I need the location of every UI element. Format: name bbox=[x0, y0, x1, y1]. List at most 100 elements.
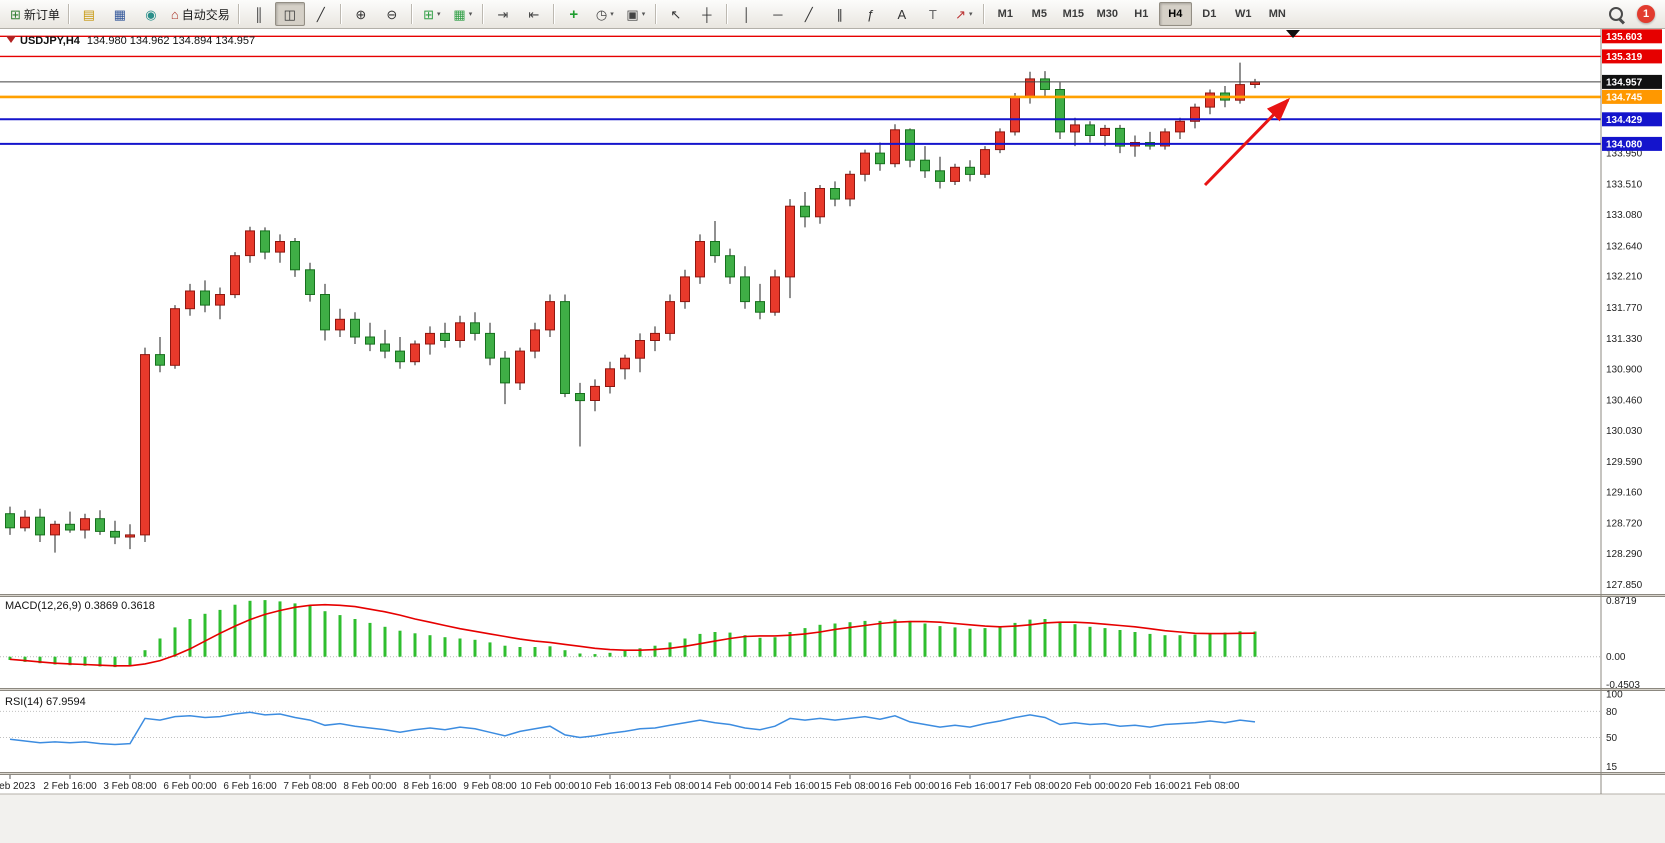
candlestick-series bbox=[5, 62, 1260, 553]
chart-profile-button[interactable]: ▤ bbox=[74, 2, 104, 26]
zoom-out-icon: ⊖ bbox=[386, 6, 398, 22]
timeframe-m5-button[interactable]: M5 bbox=[1023, 2, 1056, 26]
autotrading-button[interactable]: ⌂ 自动交易 bbox=[167, 2, 234, 26]
toolbar-separator bbox=[982, 4, 985, 24]
time-axis-separator[interactable] bbox=[0, 772, 1665, 775]
fibonacci-tool-button[interactable]: ƒ bbox=[856, 2, 886, 26]
trendline-tool-button[interactable]: ╱ bbox=[794, 2, 824, 26]
timeframe-h1-button-label: H1 bbox=[1134, 8, 1149, 20]
chart-shift-marker[interactable] bbox=[1286, 30, 1300, 38]
rsi-pane-separator[interactable] bbox=[0, 688, 1665, 691]
indicators-button[interactable]: + bbox=[559, 2, 589, 26]
profiles-button[interactable]: ▦ ▾ bbox=[448, 2, 478, 26]
macd-pane-separator[interactable] bbox=[0, 594, 1665, 597]
timeframe-h4-button[interactable]: H4 bbox=[1158, 2, 1192, 26]
bear-candle bbox=[755, 301, 765, 313]
bear-candle bbox=[905, 129, 915, 161]
periods-button[interactable]: ◷ ▾ bbox=[590, 2, 620, 26]
bars-icon: ║ bbox=[254, 6, 264, 22]
zoom-in-button[interactable]: ⊕ bbox=[346, 2, 376, 26]
bull-candle bbox=[950, 166, 960, 182]
time-axis-label: 16 Feb 00:00 bbox=[881, 781, 940, 792]
timeframe-m1-button[interactable]: M1 bbox=[989, 2, 1022, 26]
market-watch-button[interactable]: ▦ bbox=[105, 2, 135, 26]
bull-candle bbox=[590, 385, 600, 401]
main-toolbar: ⊞ 新订单 ▤ ▦ ◉ ⌂ 自动交易 ║ ◫ ╱ ⊕ ⊖ ⊞ ▾ ▦ ▾ ⇥ ⇤ + ◷ ▾ ▣ ▾ ↖ ┼ │ ─ ╱ ∥ ƒ A T ↗ ▾ M… bbox=[0, 0, 1665, 29]
crosshair-tool-button[interactable]: ┼ bbox=[692, 2, 722, 26]
new-order-button[interactable]: ⊞ 新订单 bbox=[6, 2, 64, 26]
price-axis-label: 129.590 bbox=[1606, 457, 1643, 468]
dropdown-arrow-icon: ▾ bbox=[641, 11, 646, 18]
zoom-out-button[interactable]: ⊖ bbox=[377, 2, 407, 26]
macd-scale-bottom: -0.4503 bbox=[1606, 680, 1640, 691]
price-tag-current bbox=[1602, 74, 1662, 89]
timeframe-w1-button-label: W1 bbox=[1235, 8, 1252, 20]
time-axis-label: 8 Feb 16:00 bbox=[403, 781, 457, 792]
bull-candle bbox=[245, 230, 255, 257]
bear-candle bbox=[380, 343, 390, 352]
bull-candle bbox=[140, 354, 150, 536]
toolbar-separator bbox=[725, 4, 728, 24]
chart-area[interactable]: USDJPY,H4 134.980 134.962 134.894 134.957… bbox=[0, 28, 1665, 843]
bear-candle bbox=[470, 322, 480, 334]
cursor-tool-button[interactable]: ↖ bbox=[661, 2, 691, 26]
price-axis-label: 128.290 bbox=[1606, 549, 1643, 560]
timeframe-mn-button[interactable]: MN bbox=[1261, 2, 1294, 26]
bull-candle bbox=[605, 368, 615, 387]
fibo-icon: ƒ bbox=[867, 6, 875, 22]
search-icon[interactable] bbox=[1608, 6, 1626, 25]
new-chart-button[interactable]: ⊞ ▾ bbox=[417, 2, 447, 26]
templates-button[interactable]: ▣ ▾ bbox=[621, 2, 651, 26]
timeframe-d1-button[interactable]: D1 bbox=[1193, 2, 1226, 26]
bear-candle bbox=[350, 318, 360, 338]
bear-candle bbox=[155, 354, 165, 366]
notification-badge[interactable]: 1 bbox=[1637, 5, 1655, 23]
price-tag-135.603 bbox=[1602, 29, 1662, 44]
chart-shift-button[interactable]: ⇤ bbox=[519, 2, 549, 26]
auto-scroll-button[interactable]: ⇥ bbox=[488, 2, 518, 26]
chart-background bbox=[0, 28, 1665, 843]
time-axis-label: 2 Feb 16:00 bbox=[43, 781, 97, 792]
dropdown-arrow-icon: ▾ bbox=[610, 11, 614, 18]
price-tag-135.319 bbox=[1602, 49, 1662, 64]
line-chart-button[interactable]: ╱ bbox=[306, 2, 336, 26]
text-label-tool-button[interactable]: T bbox=[918, 2, 948, 26]
time-axis-label: 10 Feb 00:00 bbox=[521, 781, 580, 792]
navigator-button[interactable]: ◉ bbox=[136, 2, 166, 26]
search-icon-handle bbox=[1617, 16, 1626, 25]
time-axis-label: 8 Feb 00:00 bbox=[343, 781, 397, 792]
bull-candle bbox=[530, 329, 540, 352]
timeframe-w1-button[interactable]: W1 bbox=[1227, 2, 1260, 26]
horizontal-line-tool-button[interactable]: ─ bbox=[763, 2, 793, 26]
timeframe-h1-button[interactable]: H1 bbox=[1125, 2, 1158, 26]
toolbar-separator bbox=[410, 4, 413, 24]
bull-candle bbox=[275, 241, 285, 253]
price-tag-135.319-text: 135.319 bbox=[1606, 52, 1643, 63]
time-axis-label: 20 Feb 00:00 bbox=[1061, 781, 1120, 792]
bar-chart-button[interactable]: ║ bbox=[244, 2, 274, 26]
bear-candle bbox=[65, 523, 75, 531]
toolbar-right: 1 bbox=[1608, 5, 1659, 25]
timeframe-mn-button-label: MN bbox=[1268, 8, 1286, 20]
timeframe-m15-button[interactable]: M15 bbox=[1057, 2, 1090, 26]
new-chart-icon: ⊞ bbox=[423, 6, 434, 22]
macd-scale-zero: 0.00 bbox=[1606, 652, 1626, 663]
price-tag-134.745-text: 134.745 bbox=[1606, 92, 1643, 103]
text-tool-button[interactable]: A bbox=[887, 2, 917, 26]
candlestick-chart-button[interactable]: ◫ bbox=[274, 2, 305, 26]
equidistant-channel-tool-button[interactable]: ∥ bbox=[825, 2, 855, 26]
bear-candle bbox=[260, 230, 270, 253]
profile-icon: ▤ bbox=[82, 6, 96, 22]
bear-candle bbox=[935, 170, 945, 182]
vline-icon: │ bbox=[742, 6, 751, 22]
vertical-line-tool-button[interactable]: │ bbox=[732, 2, 762, 26]
trend-arrow-annotation[interactable] bbox=[1203, 97, 1291, 187]
bull-candle bbox=[545, 301, 555, 331]
chart-shift-icon: ⇤ bbox=[528, 6, 540, 22]
profiles-icon: ▦ bbox=[453, 6, 466, 22]
arrows-tool-button[interactable]: ↗ ▾ bbox=[949, 2, 979, 26]
macd-signal-line bbox=[9, 603, 1256, 667]
chart-title: USDJPY,H4 134.980 134.962 134.894 134.957 bbox=[20, 35, 255, 47]
timeframe-m30-button[interactable]: M30 bbox=[1091, 2, 1124, 26]
bear-candle bbox=[830, 188, 840, 200]
